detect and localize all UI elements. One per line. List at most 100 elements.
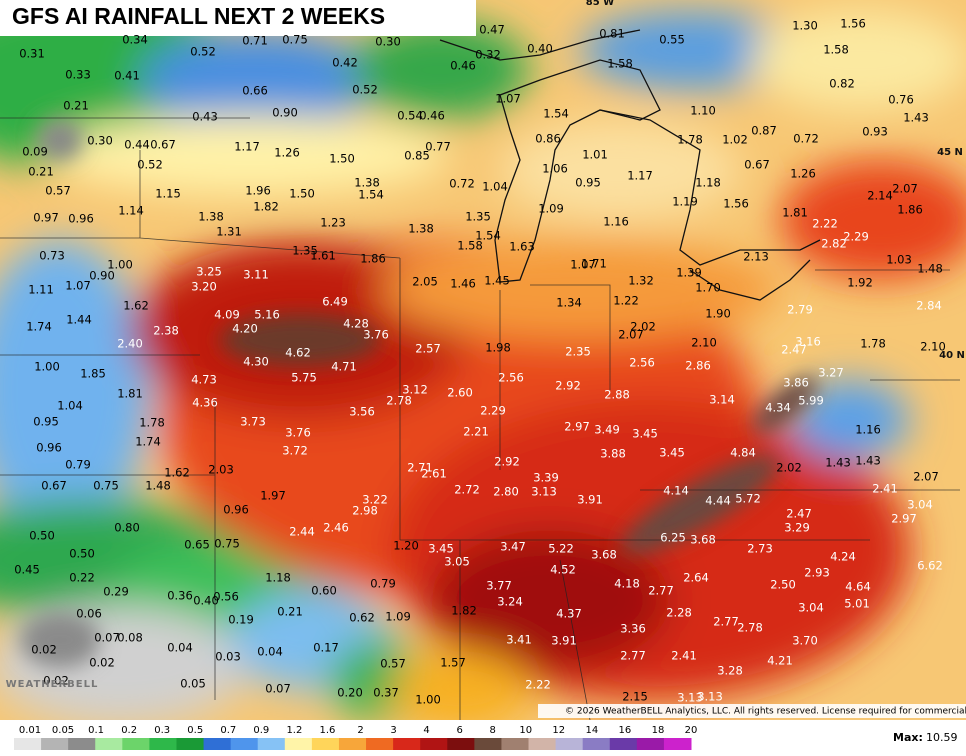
rainfall-value: 3.27 [818, 366, 844, 380]
rainfall-value: 3.73 [240, 415, 266, 429]
rainfall-value: 1.19 [672, 195, 698, 209]
legend-tick-label: 10 [519, 725, 532, 736]
legend-tick-label: 0.1 [88, 725, 104, 736]
legend-tick-label: 1.2 [286, 725, 302, 736]
legend-tick-label: 0.7 [220, 725, 236, 736]
legend-swatch [149, 738, 177, 750]
rainfall-value: 1.71 [581, 257, 607, 271]
rainfall-value: 2.80 [493, 485, 519, 499]
rainfall-value: 6.49 [322, 295, 348, 309]
rainfall-value: 2.44 [289, 525, 315, 539]
rainfall-value: 0.95 [33, 415, 59, 429]
rainfall-value: 1.00 [107, 258, 133, 272]
rainfall-value: 1.48 [917, 262, 943, 276]
rainfall-value: 2.03 [208, 463, 234, 477]
rainfall-value: 0.97 [33, 211, 59, 225]
legend-swatch [474, 738, 502, 750]
rainfall-value: 5.72 [735, 492, 761, 506]
rainfall-value: 0.21 [28, 165, 54, 179]
rainfall-value: 3.11 [243, 268, 269, 282]
rainfall-value: 1.04 [482, 180, 508, 194]
rainfall-value: 2.77 [620, 649, 646, 663]
rainfall-value: 0.87 [751, 124, 777, 138]
rainfall-value: 2.28 [666, 606, 692, 620]
rainfall-value: 1.38 [354, 176, 380, 190]
rainfall-value: 3.91 [551, 634, 577, 648]
rainfall-value: 5.01 [844, 597, 870, 611]
legend-tick-label: 8 [490, 725, 496, 736]
rainfall-value: 0.67 [744, 158, 770, 172]
rainfall-value: 3.05 [444, 555, 470, 569]
rainfall-value: 4.37 [556, 607, 582, 621]
legend-tick-label: 4 [423, 725, 429, 736]
rainfall-value: 0.72 [449, 177, 475, 191]
legend-tick-label: 3 [390, 725, 396, 736]
rainfall-value: 0.76 [888, 93, 914, 107]
rainfall-value: 3.41 [506, 633, 532, 647]
legend-swatch [555, 738, 584, 750]
rainfall-value: 2.47 [781, 343, 807, 357]
rainfall-value: 0.42 [332, 56, 358, 70]
legend-swatch [582, 738, 611, 750]
rainfall-value: 0.44 [124, 138, 150, 152]
rainfall-value: 3.12 [402, 383, 428, 397]
rainfall-value: 4.09 [214, 308, 240, 322]
legend-swatch [311, 738, 340, 750]
rainfall-value: 3.29 [784, 521, 810, 535]
rainfall-value: 0.30 [375, 35, 401, 49]
rainfall-value: 1.96 [245, 184, 271, 198]
rainfall-value: 0.67 [41, 479, 67, 493]
rainfall-value: 2.92 [494, 455, 520, 469]
rainfall-value: 2.77 [713, 615, 739, 629]
rainfall-value: 1.61 [310, 249, 336, 263]
rainfall-value: 1.17 [234, 140, 260, 154]
grid-label: 45 N [937, 147, 963, 158]
rainfall-value: 2.57 [415, 342, 441, 356]
rainfall-value: 3.16 [795, 335, 821, 349]
rainfall-value: 3.88 [600, 447, 626, 461]
rainfall-value: 3.76 [285, 426, 311, 440]
rainfall-value: 5.22 [548, 542, 574, 556]
rainfall-value: 0.06 [76, 607, 102, 621]
rainfall-value: 1.43 [855, 454, 881, 468]
rainfall-value: 4.36 [192, 396, 218, 410]
rainfall-value: 4.14 [663, 484, 689, 498]
rainfall-value: 4.21 [767, 654, 793, 668]
legend-tick-label: 0.5 [187, 725, 203, 736]
rainfall-value: 4.30 [243, 355, 269, 369]
legend-swatch [393, 738, 421, 750]
legend-swatch [609, 738, 638, 750]
legend-swatch [68, 738, 96, 750]
rainfall-value: 2.29 [480, 404, 506, 418]
rainfall-value: 1.06 [542, 162, 568, 176]
rainfall-value: 0.02 [89, 656, 115, 670]
rainfall-value: 2.79 [787, 303, 813, 317]
rainfall-value: 1.07 [570, 258, 596, 272]
rainfall-value: 6.25 [660, 531, 686, 545]
rainfall-value: 0.75 [93, 479, 119, 493]
rainfall-value: 2.21 [463, 425, 489, 439]
rainfall-value: 1.81 [782, 206, 808, 220]
rainfall-value: 1.70 [695, 281, 721, 295]
rainfall-value: 1.07 [495, 92, 521, 106]
legend-tick-label: 2 [357, 725, 363, 736]
rainfall-value: 0.40 [193, 594, 219, 608]
rainfall-value: 1.15 [155, 187, 181, 201]
rainfall-value: 2.10 [691, 336, 717, 350]
rainfall-value: 0.57 [380, 657, 406, 671]
rainfall-value: 0.86 [535, 132, 561, 146]
rainfall-value: 0.93 [862, 125, 888, 139]
rainfall-value: 1.58 [607, 57, 633, 71]
rainfall-value: 0.77 [425, 140, 451, 154]
rainfall-value: 1.26 [274, 146, 300, 160]
legend-swatch [122, 738, 150, 750]
legend-tick-label: 20 [685, 725, 698, 736]
rainfall-value: 1.35 [292, 244, 318, 258]
rainfall-value: 1.20 [393, 539, 419, 553]
rainfall-value: 0.47 [479, 23, 505, 37]
rainfall-value: 0.19 [228, 613, 254, 627]
rainfall-value: 0.21 [277, 605, 303, 619]
rainfall-value: 1.01 [582, 148, 608, 162]
rainfall-value: 1.54 [475, 229, 501, 243]
rainfall-value: 2.13 [743, 250, 769, 264]
